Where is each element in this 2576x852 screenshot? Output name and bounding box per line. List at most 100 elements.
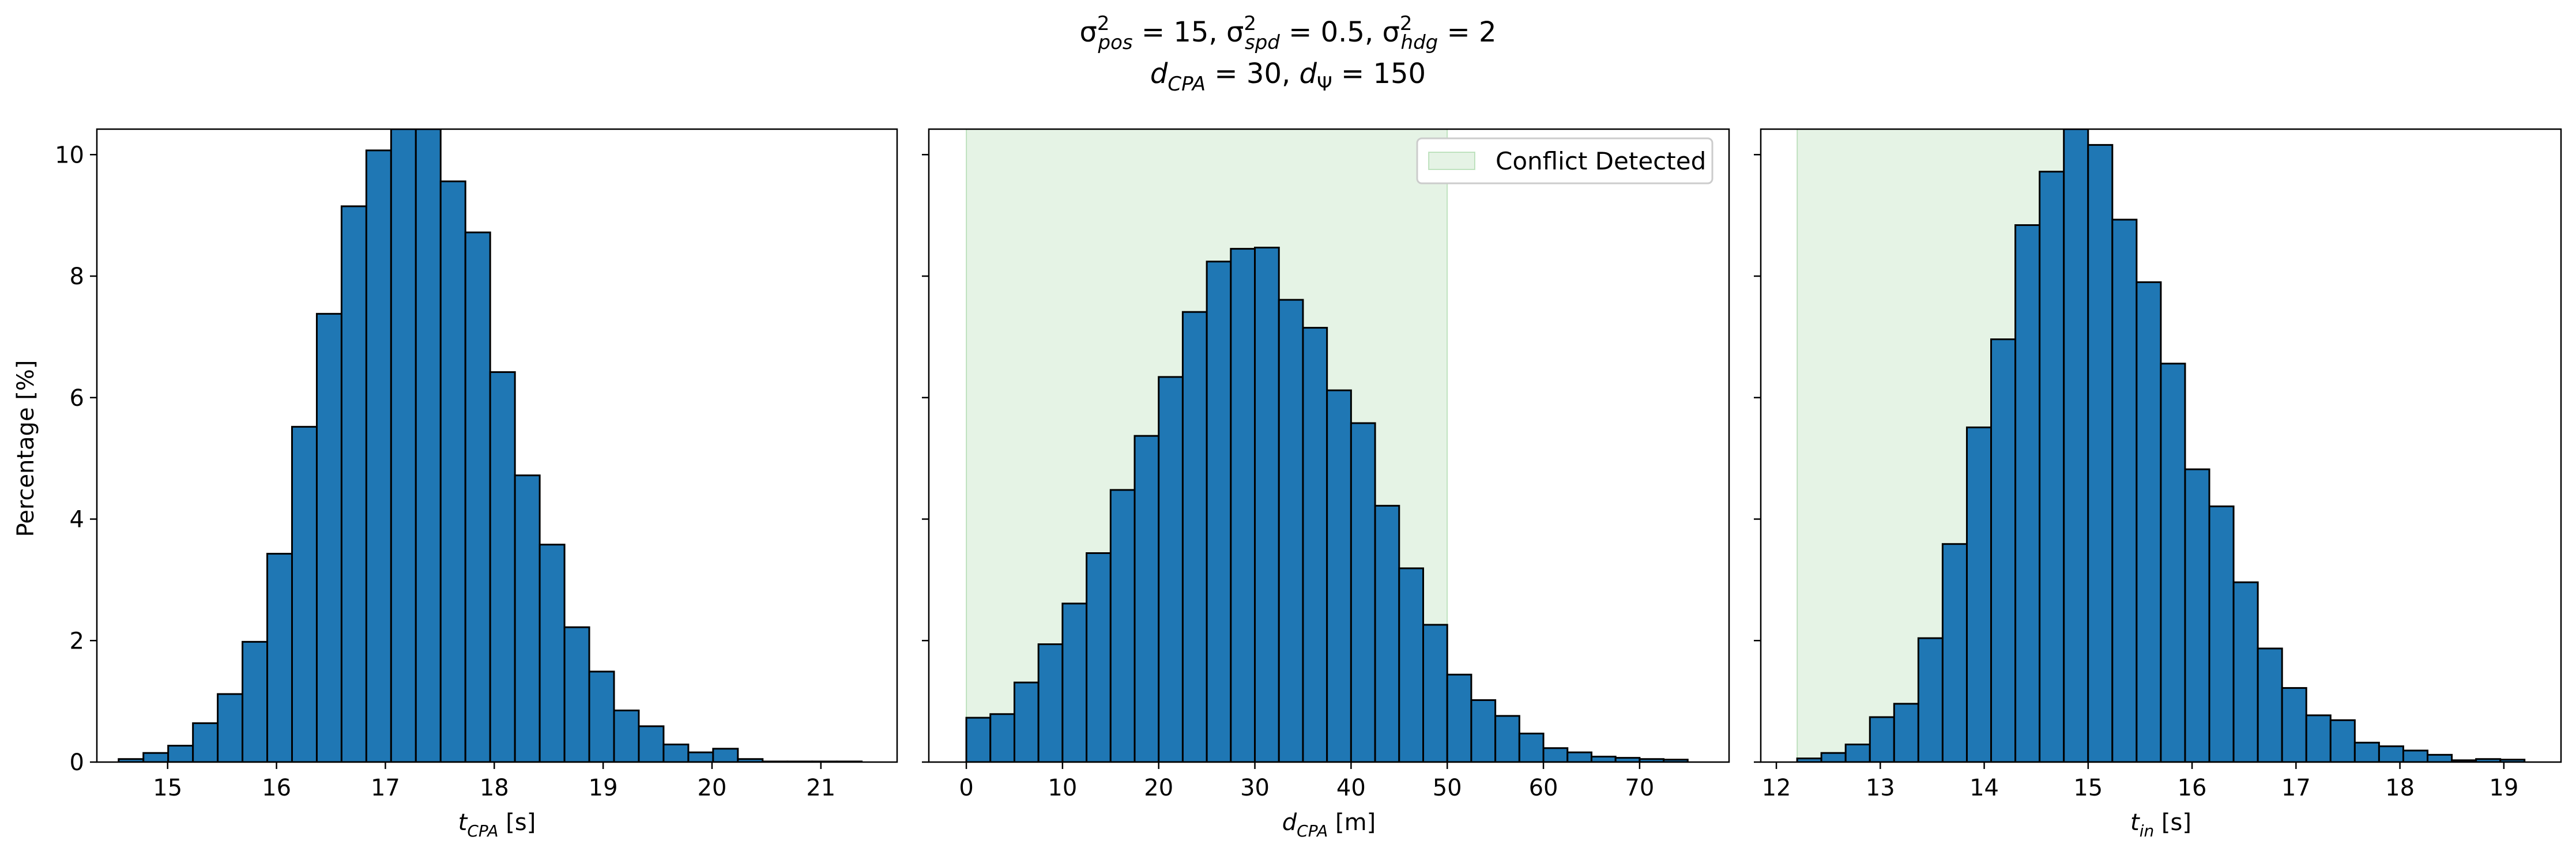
- x-tick-label: 16: [2178, 775, 2207, 801]
- histogram-bar: [2353, 741, 2380, 762]
- label-part: 2: [1097, 12, 1110, 35]
- histogram-bar: [1158, 376, 1184, 762]
- label-part: t: [458, 809, 468, 836]
- label-part: [s]: [499, 809, 536, 836]
- histogram-bar: [1037, 643, 1064, 762]
- axes-frame: [928, 128, 1730, 763]
- label-part: CPA: [467, 821, 498, 840]
- histogram-bar: [2184, 468, 2210, 762]
- histogram-bar: [266, 553, 293, 762]
- histogram-bar: [2305, 714, 2332, 762]
- histogram-bar: [1422, 624, 1448, 762]
- histogram-bar: [1302, 327, 1328, 762]
- x-tick-label: 20: [1144, 775, 1173, 801]
- label-part: d: [1300, 58, 1317, 90]
- histogram-bar: [1254, 246, 1280, 762]
- histogram-bar: [340, 205, 367, 762]
- x-tick-label: 0: [959, 775, 973, 801]
- histogram-bar: [1470, 699, 1497, 762]
- suptitle-line-2: dCPA = 30, dΨ = 150: [1150, 58, 1426, 96]
- histogram-bar: [2402, 749, 2429, 762]
- axes-frame: [96, 128, 898, 763]
- histogram-bars: [118, 129, 863, 762]
- histogram-bar: [489, 371, 516, 762]
- histogram-bar: [737, 758, 764, 762]
- histogram-bar: [989, 713, 1015, 762]
- label-part: in: [2140, 821, 2155, 840]
- x-tick-label: 20: [698, 775, 727, 801]
- subplot-1: 15 16 17 18 19 20 21 0 2 4 6 8 10 tCPA [s]: [55, 128, 898, 840]
- histogram-bar: [1109, 489, 1136, 762]
- label-part: = 150: [1332, 58, 1426, 90]
- histogram-bar: [242, 640, 269, 762]
- histogram-bar: [514, 474, 541, 762]
- x-axis-label: dCPA [m]: [1282, 809, 1376, 840]
- label-part: 2: [1244, 12, 1256, 35]
- subplot-3: 12 13 14 15 16 17 18 19 tin [s]: [1754, 128, 2562, 840]
- histogram-bar: [415, 129, 442, 762]
- suptitle-line-1: σ2 pos = 15, σ2 spd = 0.5, σ2 hdg = 2: [1079, 12, 1496, 54]
- histogram-bar: [1844, 743, 1871, 762]
- x-tick-label: 16: [262, 775, 291, 801]
- histogram-bar: [1061, 602, 1088, 762]
- legend: Conflict Detected: [1416, 137, 1713, 184]
- histogram-bar: [1820, 752, 1847, 762]
- label-part: CPA: [1297, 821, 1328, 840]
- histogram-bar: [1013, 681, 1040, 762]
- histogram-bar: [613, 709, 640, 762]
- histogram-bar: [217, 693, 244, 762]
- x-axis-label: tCPA [s]: [458, 809, 536, 840]
- x-tick-label: 14: [1969, 775, 1999, 801]
- histogram-bar: [1566, 751, 1592, 762]
- histogram-bar: [142, 752, 170, 762]
- x-tick-label: 10: [1048, 775, 1077, 801]
- subplot-2: 0 10 20 30 40 50 60 70 dCPA [m]: [922, 128, 1730, 840]
- histogram-bar: [2136, 281, 2162, 762]
- x-tick-label: 15: [2073, 775, 2103, 801]
- histogram-bar: [538, 544, 566, 762]
- label-part: = 0.5,: [1280, 16, 1383, 48]
- histogram-bar: [1230, 248, 1256, 762]
- x-tick-label: 12: [1762, 775, 1791, 801]
- y-tick-label: 10: [55, 142, 84, 168]
- histogram-bar: [1494, 715, 1520, 762]
- histogram-bar: [315, 312, 342, 762]
- histogram-bar: [2281, 687, 2307, 762]
- y-tick-label: 6: [70, 385, 84, 412]
- label-part: pos: [1098, 31, 1133, 54]
- histogram-bar: [1278, 299, 1304, 762]
- histogram-bar: [712, 748, 739, 762]
- histogram-bar: [1133, 435, 1160, 762]
- histogram-bar: [291, 425, 318, 762]
- histogram-bar: [1965, 426, 1993, 762]
- y-tick-label: 4: [70, 507, 84, 533]
- label-part: = 30,: [1206, 58, 1299, 90]
- histogram-bar: [662, 743, 690, 762]
- x-axis-label: tin [s]: [2130, 809, 2191, 840]
- label-part: 2: [1400, 12, 1413, 35]
- x-tick-label: 19: [2489, 775, 2518, 801]
- histogram-bar: [563, 626, 590, 762]
- histogram-bar: [2232, 581, 2259, 762]
- x-tick-label: 19: [589, 775, 618, 801]
- histogram-bar: [439, 180, 466, 762]
- x-tick-label: 30: [1240, 775, 1270, 801]
- axes-frame: [1760, 128, 2562, 763]
- histogram-bar: [1350, 422, 1376, 762]
- histogram-bar: [2087, 144, 2114, 762]
- histogram-bar: [390, 129, 417, 762]
- histogram-bar: [2257, 647, 2283, 762]
- histogram-bar: [965, 717, 992, 762]
- histogram-bar: [1446, 673, 1472, 762]
- histogram-bar: [1941, 543, 1968, 762]
- x-tick-label: 18: [2385, 775, 2415, 801]
- label-part: d: [1150, 58, 1168, 90]
- histogram-bar: [2378, 745, 2404, 762]
- label-part: = 15,: [1133, 16, 1226, 48]
- legend-swatch: [1428, 152, 1475, 170]
- histogram-bar: [1990, 338, 2017, 762]
- legend-label: Conflict Detected: [1496, 147, 1706, 175]
- x-tick-label: 13: [1866, 775, 1895, 801]
- histogram-bar: [2111, 218, 2138, 762]
